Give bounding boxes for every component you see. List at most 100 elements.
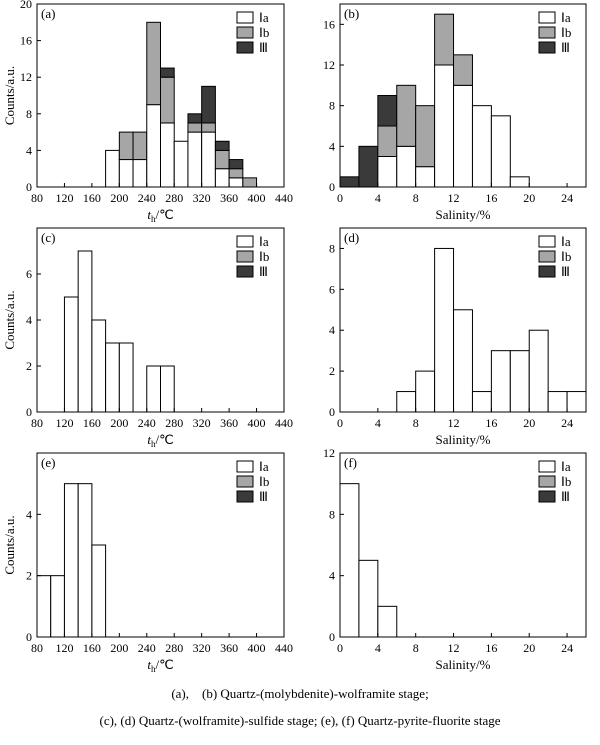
panel-a-bar-ia-240 (146, 104, 161, 188)
panel-b-xtick-label: 0 (337, 191, 343, 205)
panel-a-legend-label-0: Ⅰa (259, 10, 269, 25)
panel-a-bar-ia-220 (132, 159, 148, 188)
panel-b-ytick-label: 8 (329, 99, 335, 113)
panel-e-legend-swatch-1 (236, 475, 254, 488)
panel-a-bar-ia-300 (187, 131, 203, 188)
panel-d-xlabel: Salinity/% (436, 432, 491, 447)
panel-e-ylabel: Counts/a.u. (2, 515, 17, 574)
panel-f-xtick-label: 20 (523, 641, 535, 655)
panel-e-xtick-label: 200 (110, 641, 128, 655)
panel-f-xtick-label: 4 (375, 641, 381, 655)
panel-e-frame (36, 452, 285, 638)
panel-a-bar-iii-340 (214, 140, 230, 151)
panel-d-xtick-label: 20 (523, 416, 535, 430)
panel-c-xtick-label: 240 (138, 416, 156, 430)
panel-a-bar-ib-320 (201, 122, 216, 133)
panel-d-xtick-label: 0 (337, 416, 343, 430)
panel-b-bar-ia-12 (453, 84, 473, 188)
panel-a-ytick-label: 16 (20, 34, 32, 48)
panel-a-bar-ia-260 (160, 122, 175, 188)
panel-b-legend-swatch-1 (538, 26, 556, 39)
panel-a-ytick-label: 4 (26, 143, 32, 157)
panel-c-bar-ia-200 (118, 342, 134, 413)
panel-d-frame (339, 227, 587, 413)
panel-a-xtick-label: 440 (275, 191, 293, 205)
panel-a-legend-label-2: Ⅲ (259, 40, 268, 55)
panel-d-bar-ia-18 (509, 350, 530, 413)
panel-a-bar-ib-380 (242, 177, 258, 188)
panel-b-xlabel: Salinity/% (436, 207, 491, 222)
panel-d-bar-ia-6 (396, 391, 417, 413)
panel-a-bar-ib-360 (228, 168, 244, 179)
panel-d-legend-swatch-2 (538, 265, 556, 278)
panel-a-xlabel: th/℃ (147, 207, 173, 224)
panel-f-legend-label-1: Ⅰb (561, 474, 571, 489)
panel-c-legend-swatch-0 (236, 235, 254, 248)
panel-a-bar-iii-300 (187, 113, 203, 124)
panel-f-xlabel: Salinity/% (436, 657, 491, 672)
panel-c-bar-ia-120 (63, 296, 79, 413)
panel-d-bar-ia-22 (547, 391, 568, 413)
panel-c-bar-ia-140 (77, 250, 93, 413)
panel-b-bar-iii-2 (358, 145, 379, 188)
panel-f-ytick-label: 4 (329, 569, 335, 583)
panel-b-bar-ia-16 (490, 115, 511, 188)
panel-c-legend-label-2: Ⅲ (259, 264, 268, 279)
caption-line-2: (c), (d) Quartz-(wolframite)-sulfide sta… (99, 713, 501, 728)
panel-c-legend-swatch-1 (236, 250, 254, 263)
panel-e-xtick-label: 360 (220, 641, 238, 655)
panel-b-bar-ib-12 (453, 54, 473, 86)
panel-f-xtick-label: 12 (448, 641, 460, 655)
panel-a-bar-ia-280 (173, 140, 189, 188)
panel-c-xtick-label: 80 (31, 416, 43, 430)
panel-c-ytick-label: 2 (26, 359, 32, 373)
panel-a-bar-ib-300 (187, 122, 203, 133)
panel-a-bar-ib-260 (160, 76, 175, 124)
panel-d-xtick-label: 4 (375, 416, 381, 430)
panel-e-ytick-label: 2 (26, 569, 32, 583)
panel-e-xtick-label: 80 (31, 641, 43, 655)
panel-b-bar-ib-8 (415, 105, 436, 168)
panel-d-bar-ia-20 (528, 329, 549, 413)
panel-b-label: (b) (344, 6, 359, 21)
panel-f-legend-label-0: Ⅰa (561, 459, 571, 474)
panel-f-ytick-label: 8 (329, 507, 335, 521)
panel-d-bar-ia-8 (415, 370, 436, 413)
panel-c-xtick-label: 440 (275, 416, 293, 430)
panel-d-label: (d) (344, 230, 359, 245)
panel-a-xtick-label: 80 (31, 191, 43, 205)
panel-e-xtick-label: 240 (138, 641, 156, 655)
panel-d-bar-ia-16 (490, 350, 511, 413)
panel-e-label: (e) (41, 455, 55, 470)
panel-a-bar-iii-360 (228, 159, 244, 170)
panel-b-xtick-label: 24 (561, 191, 573, 205)
panel-c-bar-ia-180 (105, 342, 120, 413)
panel-d-ytick-label: 4 (329, 323, 335, 337)
panel-a-bar-ib-240 (146, 21, 161, 106)
panel-a-xtick-label: 400 (248, 191, 266, 205)
panel-a-bar-ia-360 (228, 177, 244, 188)
panel-a-legend-swatch-2 (236, 41, 254, 54)
panel-c-bar-ia-160 (91, 319, 107, 413)
panel-d-legend-label-0: Ⅰa (561, 234, 571, 249)
panel-a-bar-iii-260 (160, 67, 175, 78)
panel-e-bar-ia-80 (36, 575, 52, 638)
panel-d-ytick-label: 8 (329, 241, 335, 255)
panel-d-xtick-label: 8 (413, 416, 419, 430)
panel-f-bar-ia-0 (339, 483, 360, 638)
panel-c-xtick-label: 400 (248, 416, 266, 430)
panel-c-xtick-label: 280 (165, 416, 183, 430)
panel-f-xtick-label: 8 (413, 641, 419, 655)
panel-c-label: (c) (41, 230, 55, 245)
panel-a-xtick-label: 360 (220, 191, 238, 205)
panel-e-xtick-label: 120 (55, 641, 73, 655)
panel-a-bar-ia-320 (201, 131, 216, 188)
panel-a-legend-label-1: Ⅰb (259, 25, 269, 40)
panel-d-xtick-label: 24 (561, 416, 573, 430)
panel-a-bar-ib-340 (214, 149, 230, 170)
panel-d-bar-ia-10 (434, 247, 455, 413)
panel-b-legend-swatch-2 (538, 41, 556, 54)
panel-b-legend-swatch-0 (538, 11, 556, 24)
panel-c-xtick-label: 200 (110, 416, 128, 430)
